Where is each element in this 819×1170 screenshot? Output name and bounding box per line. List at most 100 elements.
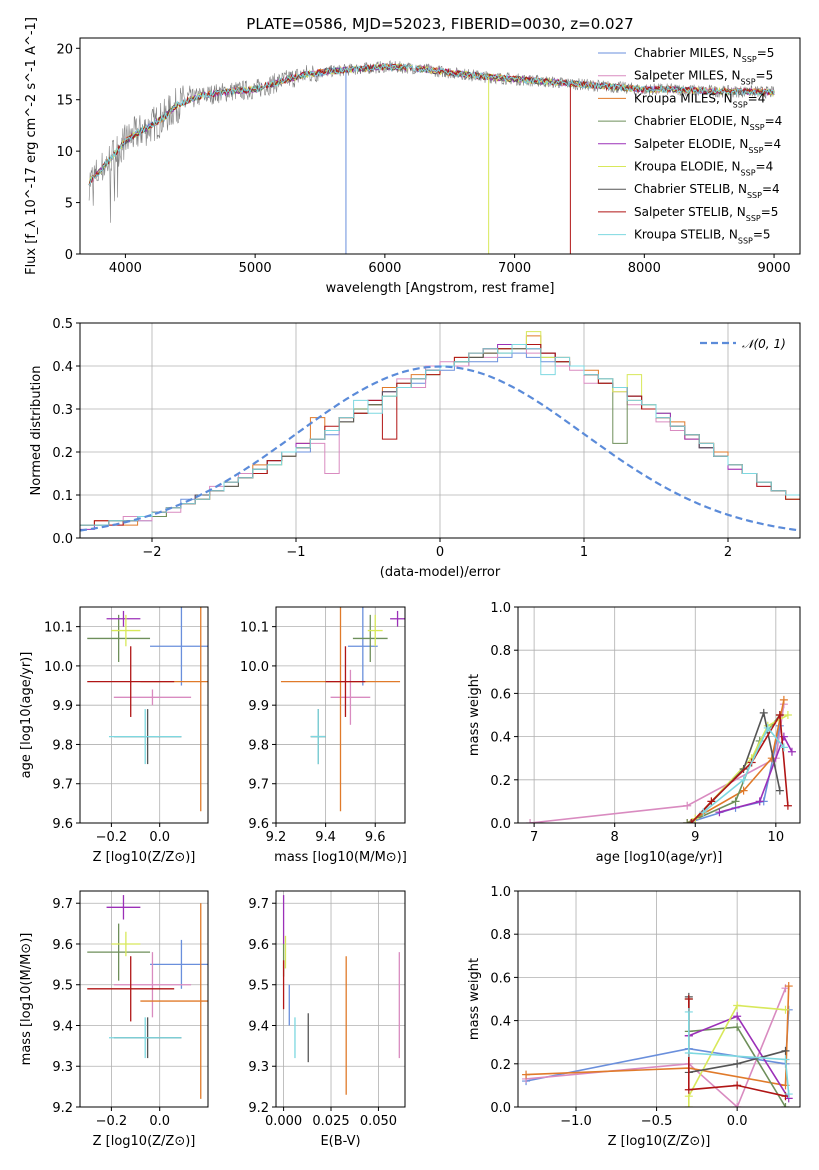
x-tick-label: −1.0 <box>560 1114 592 1129</box>
y-tick-label: 0.0 <box>490 817 511 832</box>
weight-marker-ks <box>784 1090 793 1099</box>
x-tick-label: 9000 <box>758 261 791 276</box>
y-tick-label: 9.7 <box>52 778 73 793</box>
errorbar-ke <box>367 614 383 647</box>
mass-vs-Z-panel: −0.2 0.0 9.2 9.3 9.4 9.5 9.6 9.7 Z [log10(Z/Z⊙)]… <box>19 890 209 1149</box>
y-tick-label: 9.5 <box>52 979 73 994</box>
weight-marker-ks <box>699 808 708 817</box>
x-tick-label: 0.025 <box>312 1114 349 1129</box>
x-tick-label: 8000 <box>628 261 661 276</box>
weight-marker-ce <box>731 797 740 806</box>
errorbar-se <box>106 610 141 627</box>
errorbar-km <box>140 903 208 1099</box>
weight-marker-sm <box>683 801 692 810</box>
weight-marker-ke <box>783 711 792 719</box>
weight-marker-se <box>715 808 724 817</box>
errorbar-ke <box>111 931 141 957</box>
y-tick-label: 9.9 <box>52 699 73 714</box>
weight-marker-ks <box>781 1055 790 1064</box>
residual-histogram-grid <box>80 322 800 539</box>
x-tick-label: 0.000 <box>265 1114 302 1129</box>
weight-line-km <box>526 985 790 1087</box>
y-tick-label: 1.0 <box>490 885 511 900</box>
x-tick-label: −0.2 <box>96 830 128 845</box>
legend-entry-cm: Chabrier MILES, NSSP=5 <box>634 46 774 64</box>
weight-line-ke <box>694 714 789 820</box>
weight-marker-cs <box>739 765 748 773</box>
legend-entry-ks: Kroupa STELIB, NSSP=5 <box>634 228 771 246</box>
legend-entry-km: Kroupa MILES, NSSP=4 <box>634 91 765 109</box>
errorbar-sm <box>330 669 371 725</box>
errorbar-cm <box>150 607 208 686</box>
errorbar-ks <box>108 1017 182 1059</box>
mass-vs-EBV-frame <box>275 890 406 1108</box>
x-tick-label: 4000 <box>109 261 142 276</box>
weight-marker-se <box>755 797 764 806</box>
age-vs-Z-frame <box>79 606 209 824</box>
y-tick-label: 0.4 <box>490 731 511 746</box>
y-axis-label: Normed distribution <box>29 366 44 496</box>
weight-line-ke <box>688 1004 786 1107</box>
errorbar-ks <box>310 709 326 765</box>
y-tick-label: 1.0 <box>490 601 511 616</box>
errorbar-cm <box>347 607 378 686</box>
x-tick-label: −2 <box>142 545 161 560</box>
mass-vs-Z-frame <box>79 890 209 1108</box>
y-tick-label: 0.2 <box>490 774 511 789</box>
y-tick-label: 9.7 <box>248 778 269 793</box>
weight-marker-km <box>779 695 788 704</box>
y-tick-label: 10 <box>56 145 73 160</box>
x-tick-label: 0.0 <box>727 1114 748 1129</box>
errorbar-ss <box>325 646 366 717</box>
weight-marker-ce <box>733 1023 742 1032</box>
x-tick-label: 6000 <box>368 261 401 276</box>
x-tick-label: 9.6 <box>365 830 386 845</box>
weight-line-ks <box>702 726 785 813</box>
x-tick-label: 5000 <box>239 261 272 276</box>
y-tick-label: 10.1 <box>240 621 269 636</box>
x-tick-label: 1 <box>580 545 588 560</box>
weight-marker-ks <box>684 1049 693 1057</box>
weight-marker-ks <box>739 775 748 784</box>
age-vs-Z-panel: −0.2 0.0 9.6 9.7 9.8 9.9 10.0 10.1 Z [log10(Z/Z⊙… <box>19 606 209 865</box>
weight-marker-cs <box>733 1059 742 1068</box>
y-tick-label: 9.7 <box>248 897 269 912</box>
y-tick-label: 0 <box>65 248 73 263</box>
weight-marker-ks <box>684 1007 693 1016</box>
x-tick-label: 9.4 <box>315 830 336 845</box>
weight-marker-cs <box>781 1046 790 1055</box>
y-tick-label: 15 <box>56 94 73 109</box>
legend-entry-ss: Salpeter STELIB, NSSP=5 <box>634 205 778 223</box>
weight-marker-sm <box>526 819 535 823</box>
y-axis-label: age [log10(age/yr)] <box>19 652 34 779</box>
age-vs-mass-frame <box>275 606 406 824</box>
errorbar-ss <box>87 956 175 1022</box>
x-axis-label: age [log10(age/yr)] <box>596 850 723 865</box>
y-tick-label: 9.6 <box>248 817 269 832</box>
y-axis-label: Flux [f_λ 10^-17 erg cm^-2 s^-1 A^-1] <box>24 17 39 275</box>
errorbar-sm <box>113 689 192 706</box>
weight-vs-age-frame <box>517 606 801 824</box>
x-tick-label: 7000 <box>498 261 531 276</box>
errorbar-sm <box>113 952 192 1018</box>
weight-line-ks <box>688 1012 790 1095</box>
y-tick-label: 0.2 <box>52 446 73 461</box>
y-tick-label: 10.1 <box>44 621 73 636</box>
y-tick-label: 0.3 <box>52 403 73 418</box>
x-axis-label: (data-model)/error <box>380 565 501 580</box>
normal-curve <box>80 365 800 532</box>
age-vs-mass-panel: 9.2 9.4 9.6 9.6 9.7 9.8 9.9 10.0 10.1 mass [log10… <box>240 606 407 865</box>
weight-marker-ss <box>733 1081 742 1090</box>
y-axis-label: mass weight <box>467 958 482 1040</box>
weight-marker-se <box>733 1012 742 1021</box>
y-tick-label: 9.6 <box>248 938 269 953</box>
spectrum-legend: Chabrier MILES, NSSP=5 Salpeter MILES, NS… <box>598 46 782 245</box>
y-tick-label: 9.7 <box>52 897 73 912</box>
y-tick-label: 9.8 <box>52 738 73 753</box>
x-axis-label: E(B-V) <box>320 1134 360 1149</box>
y-tick-label: 0.6 <box>490 971 511 986</box>
y-tick-label: 9.6 <box>52 817 73 832</box>
y-tick-label: 0.0 <box>490 1101 511 1116</box>
y-tick-label: 0.5 <box>52 317 73 332</box>
